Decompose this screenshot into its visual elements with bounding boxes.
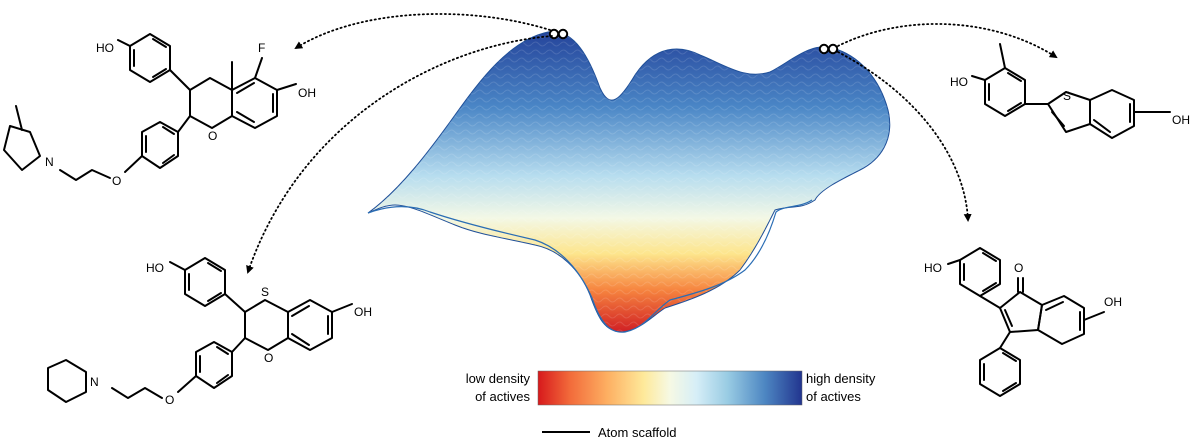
- molecule-bottom-left-s: S: [261, 285, 269, 299]
- molecule-bottom-left-n: N: [90, 375, 99, 389]
- molecule-bottom-left-ho: HO: [146, 261, 164, 275]
- molecule-top-left-ether-o: O: [112, 174, 121, 188]
- colorbar-gradient: [537, 370, 803, 406]
- colorbar-high-label-1: high density: [806, 371, 876, 386]
- legend: Atom scaffold: [542, 425, 677, 440]
- molecule-bottom-right: O OH HO: [924, 247, 1122, 397]
- molecule-top-left-ring-o: O: [208, 129, 217, 143]
- colorbar-low-label-1: low density: [466, 371, 531, 386]
- arrows: [246, 13, 1058, 274]
- colorbar-low-label-2: of actives: [475, 389, 530, 404]
- landscape-texture: [368, 31, 890, 332]
- molecule-top-left-ho: HO: [96, 41, 114, 55]
- arrow-to-bottom-left: [246, 35, 553, 274]
- arrow-to-top-right: [837, 23, 1058, 59]
- molecule-bottom-right-oh: OH: [1104, 295, 1122, 309]
- molecule-top-right-oh: OH: [1172, 113, 1190, 127]
- colorbar-high-label-2: of actives: [806, 389, 861, 404]
- molecule-top-left-f: F: [258, 41, 265, 55]
- legend-scaffold-label: Atom scaffold: [598, 425, 677, 440]
- molecule-bottom-left-ether-o: O: [165, 393, 174, 407]
- molecule-top-left: HO F OH O O N: [3, 33, 316, 188]
- molecule-top-right-ho: HO: [950, 75, 968, 89]
- peak-marker-right: [818, 43, 839, 55]
- molecule-bottom-left-ring-o: O: [264, 351, 273, 365]
- molecule-top-right: HO S OH: [950, 43, 1190, 139]
- molecule-bottom-right-ho: HO: [924, 261, 942, 275]
- landscape-front-edge: [367, 199, 813, 333]
- density-landscape: [367, 28, 891, 333]
- colorbar: low density of actives high density of a…: [466, 370, 876, 406]
- molecule-bottom-left: HO S OH O O N: [47, 257, 372, 407]
- molecule-bottom-right-o: O: [1014, 261, 1023, 275]
- molecule-top-left-oh: OH: [298, 86, 316, 100]
- arrow-to-top-left: [294, 13, 551, 50]
- molecule-top-left-n: N: [45, 155, 54, 169]
- molecule-bottom-left-oh: OH: [354, 305, 372, 319]
- arrow-to-bottom-right: [837, 51, 972, 222]
- molecule-top-right-s: S: [1063, 89, 1071, 103]
